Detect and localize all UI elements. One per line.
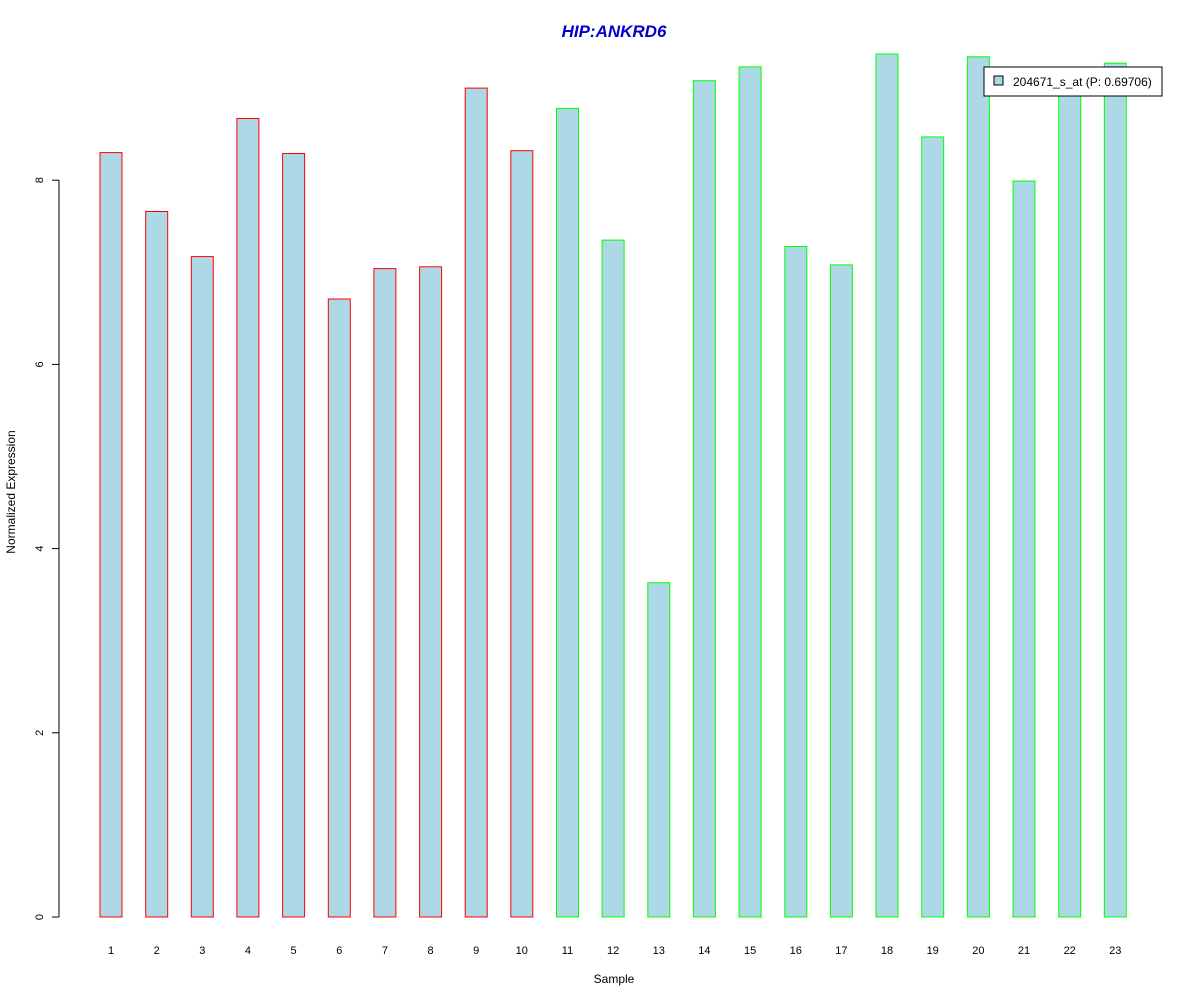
x-axis-tick-labels: 1 2 3 4 5 6 7 8 9 10 11 12 13 14 15 16 17 18 19 20 21 22 23 bbox=[108, 945, 1121, 957]
bar bbox=[419, 266, 443, 918]
x-tick-label: 19 bbox=[927, 945, 939, 957]
bar bbox=[373, 268, 397, 918]
x-axis-title: Sample bbox=[594, 972, 635, 986]
bar bbox=[282, 153, 306, 918]
x-tick-label: 17 bbox=[835, 945, 847, 957]
y-tick-label: 4 bbox=[34, 546, 46, 552]
legend-label: 204671_s_at (P: 0.69706) bbox=[1013, 75, 1152, 89]
x-tick-label: 8 bbox=[428, 945, 434, 957]
y-tick-label: 8 bbox=[34, 177, 46, 183]
x-tick-label: 9 bbox=[473, 945, 479, 957]
bar bbox=[738, 66, 762, 918]
bar bbox=[327, 298, 351, 918]
bar bbox=[1103, 62, 1127, 918]
y-tick-label: 2 bbox=[34, 730, 46, 736]
legend-swatch bbox=[993, 75, 1004, 86]
legend-box bbox=[983, 66, 1163, 97]
x-tick-label: 15 bbox=[744, 945, 756, 957]
bar bbox=[190, 256, 214, 918]
x-tick-label: 16 bbox=[790, 945, 802, 957]
bar bbox=[921, 136, 945, 918]
bars bbox=[99, 53, 1127, 918]
chart-title: HIP:ANKRD6 bbox=[562, 22, 667, 41]
bar bbox=[601, 239, 625, 918]
y-tick-label: 0 bbox=[34, 914, 46, 920]
y-tick-label: 6 bbox=[34, 361, 46, 367]
x-tick-label: 7 bbox=[382, 945, 388, 957]
x-tick-label: 22 bbox=[1064, 945, 1076, 957]
bar bbox=[99, 152, 123, 918]
bar bbox=[784, 246, 808, 918]
x-tick-label: 4 bbox=[245, 945, 251, 957]
legend: 204671_s_at (P: 0.69706) bbox=[983, 66, 1163, 97]
bar bbox=[556, 107, 579, 918]
x-tick-label: 21 bbox=[1018, 945, 1030, 957]
bar bbox=[692, 80, 716, 918]
x-tick-label: 6 bbox=[336, 945, 342, 957]
bar bbox=[145, 211, 169, 918]
x-tick-label: 11 bbox=[562, 945, 573, 957]
x-tick-label: 23 bbox=[1109, 945, 1121, 957]
x-tick-label: 13 bbox=[653, 945, 665, 957]
y-axis-title: Normalized Expression bbox=[4, 430, 18, 553]
bar bbox=[1058, 87, 1082, 918]
x-tick-label: 5 bbox=[291, 945, 297, 957]
x-tick-label: 14 bbox=[698, 945, 710, 957]
bar bbox=[1012, 180, 1036, 918]
bar bbox=[829, 264, 853, 918]
x-tick-label: 1 bbox=[108, 945, 114, 957]
x-tick-label: 2 bbox=[154, 945, 160, 957]
bar bbox=[966, 56, 990, 918]
x-tick-label: 3 bbox=[199, 945, 205, 957]
x-tick-label: 12 bbox=[607, 945, 619, 957]
bar bbox=[647, 582, 671, 918]
x-tick-label: 18 bbox=[881, 945, 893, 957]
x-tick-label: 20 bbox=[972, 945, 984, 957]
bar bbox=[875, 53, 899, 918]
bar bbox=[510, 150, 534, 918]
bar bbox=[464, 87, 488, 918]
bar bbox=[236, 118, 260, 918]
y-axis: 0 2 4 6 8 bbox=[34, 177, 60, 920]
x-tick-label: 10 bbox=[516, 945, 528, 957]
